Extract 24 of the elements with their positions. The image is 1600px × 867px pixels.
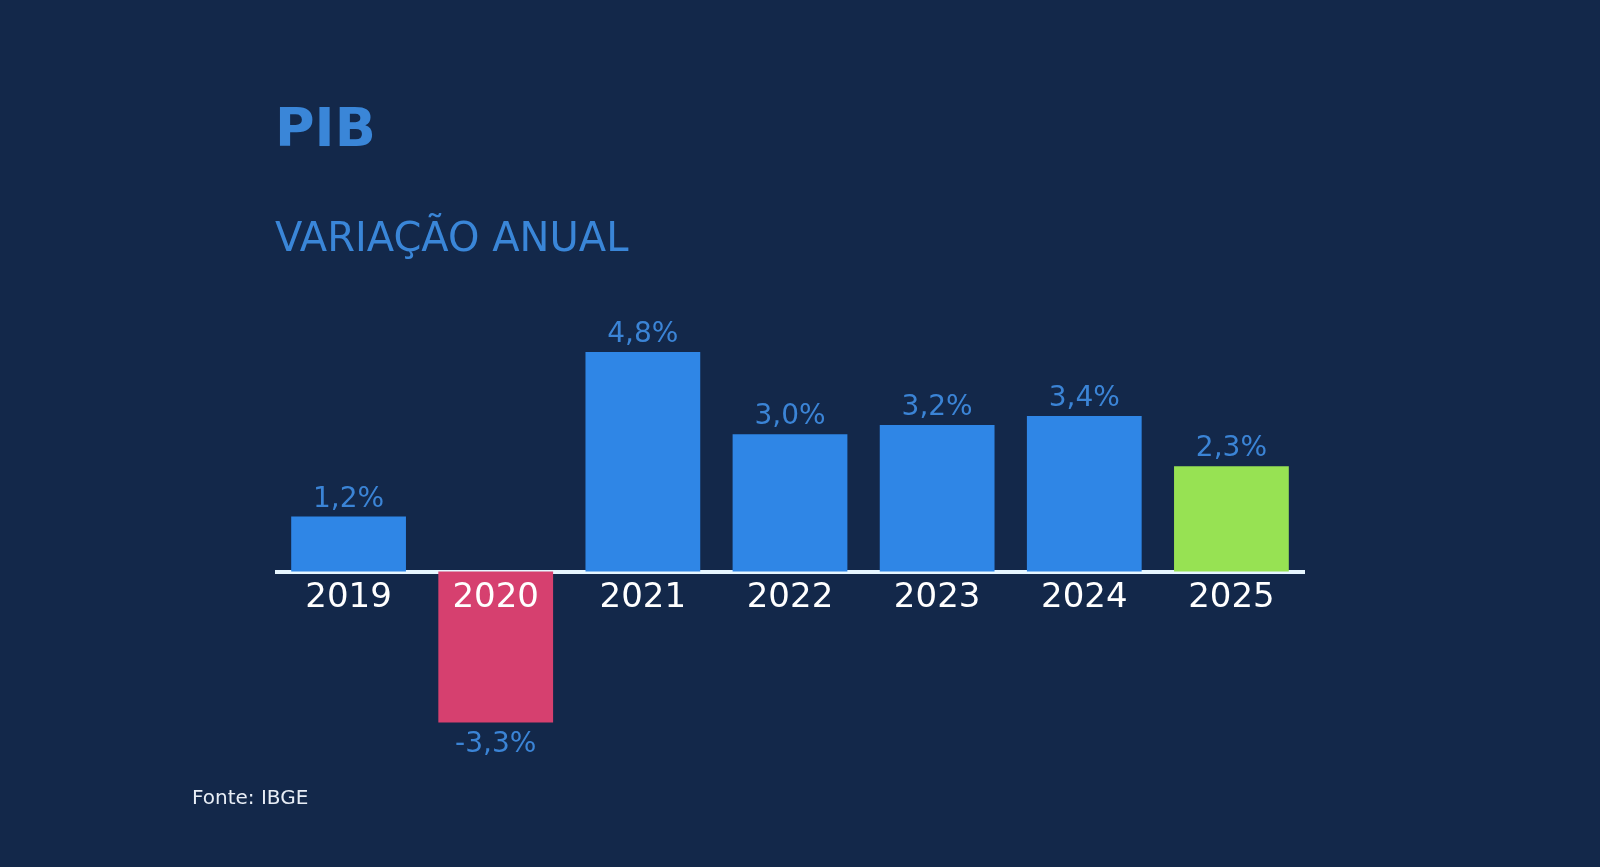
data-label: 3,0% <box>754 398 826 432</box>
source-note: Fonte: IBGE <box>192 785 309 809</box>
bar <box>732 434 848 572</box>
x-tick-label: 2020 <box>452 574 539 615</box>
bar <box>1174 466 1289 572</box>
bar <box>1026 415 1142 572</box>
data-label: 1,2% <box>313 480 385 514</box>
x-tick-label: 2021 <box>599 574 687 615</box>
data-label: 2,3% <box>1195 430 1267 464</box>
x-tick-label: 2025 <box>1188 574 1275 615</box>
x-tick-label: 2023 <box>893 574 981 615</box>
x-tick-label: 2024 <box>1041 574 1128 615</box>
data-label: -3,3% <box>455 725 537 759</box>
chart-title: PIB <box>275 95 376 159</box>
bar <box>585 351 701 572</box>
data-label: 3,2% <box>901 389 973 423</box>
bar <box>291 516 406 572</box>
bar <box>879 425 995 572</box>
x-tick-label: 2019 <box>305 574 392 615</box>
data-label: 3,4% <box>1048 379 1120 413</box>
chart-subtitle: VARIAÇÃO ANUAL <box>275 212 630 260</box>
bar <box>438 571 554 723</box>
data-label: 4,8% <box>607 315 679 349</box>
x-tick-label: 2022 <box>746 574 834 615</box>
